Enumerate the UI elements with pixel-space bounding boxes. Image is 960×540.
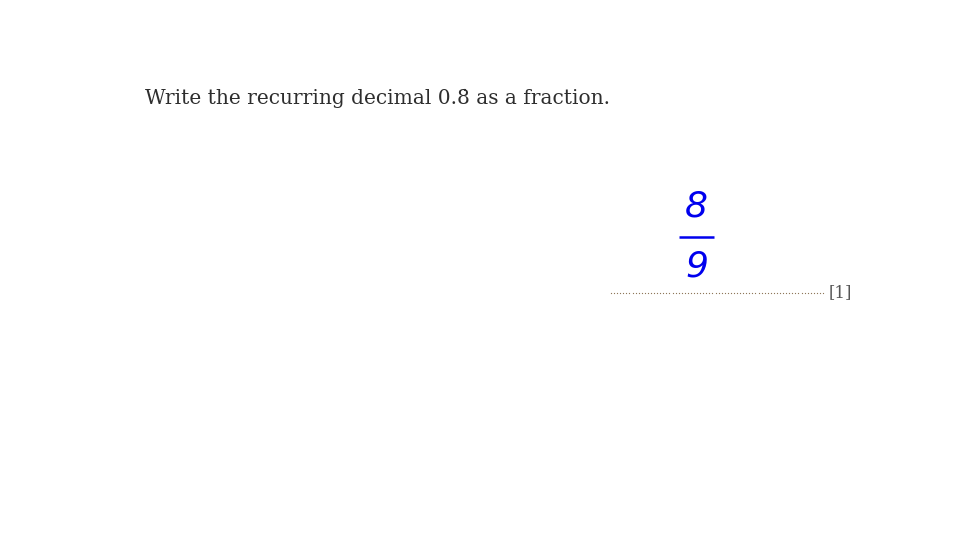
Text: 9: 9	[685, 249, 708, 284]
Text: 8: 8	[685, 189, 708, 223]
Text: [1]: [1]	[829, 284, 852, 301]
Text: Write the recurring decimal 0.8̇ as a fraction.: Write the recurring decimal 0.8̇ as a fr…	[145, 89, 610, 109]
